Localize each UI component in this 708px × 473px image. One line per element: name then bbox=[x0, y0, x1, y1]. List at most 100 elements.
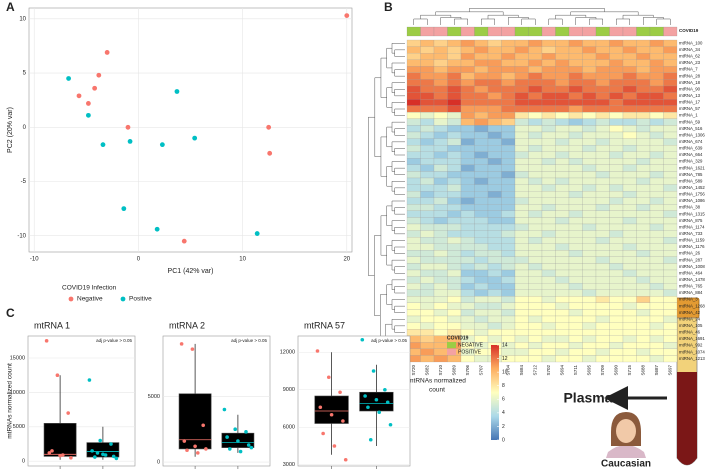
heatmap-cell bbox=[528, 164, 543, 172]
heatmap-cell bbox=[406, 322, 421, 330]
point bbox=[204, 447, 208, 451]
heatmap-cell bbox=[622, 118, 637, 126]
heatmap-cell bbox=[406, 85, 421, 93]
heatmap-cell bbox=[636, 177, 651, 185]
point bbox=[225, 435, 229, 439]
heatmap-cell bbox=[595, 85, 610, 93]
heatmap-cell bbox=[514, 164, 529, 172]
heatmap-cell bbox=[541, 309, 556, 317]
annotation-cell bbox=[541, 26, 556, 37]
point bbox=[66, 411, 70, 415]
heatmap-cell bbox=[487, 197, 502, 205]
heatmap-cell bbox=[649, 66, 664, 73]
heatmap-cell bbox=[541, 269, 556, 277]
heatmap-cell bbox=[460, 230, 475, 238]
heatmap-cell bbox=[460, 99, 475, 106]
point bbox=[185, 448, 189, 453]
heatmap-cell bbox=[514, 118, 529, 126]
heatmap-cell bbox=[636, 309, 651, 317]
heatmap-cell bbox=[636, 315, 651, 323]
annotation-cell bbox=[649, 26, 664, 37]
heatmap-cell bbox=[474, 46, 489, 54]
heatmap-cell bbox=[649, 230, 664, 238]
heatmap-cell bbox=[555, 53, 570, 60]
row-label: mtRNA_1756 bbox=[679, 192, 705, 197]
heatmap-cell bbox=[406, 59, 421, 67]
heatmap-cell bbox=[514, 92, 529, 100]
heatmap-cell bbox=[636, 335, 651, 343]
heatmap-cell bbox=[528, 322, 543, 330]
heatmap-cell bbox=[487, 39, 502, 47]
heatmap-cell bbox=[447, 53, 462, 60]
heatmap-cell bbox=[420, 171, 435, 179]
heatmap-cell bbox=[474, 184, 489, 192]
heatmap-cell bbox=[541, 53, 556, 60]
heatmap-cell bbox=[460, 158, 475, 165]
column-label: S702 bbox=[546, 365, 551, 376]
row-label: mtRNA_785 bbox=[679, 172, 703, 177]
heatmap-cell bbox=[595, 158, 610, 165]
heatmap-cell bbox=[622, 283, 637, 290]
heatmap-cell bbox=[487, 302, 502, 310]
heatmap-cell bbox=[541, 322, 556, 330]
heatmap-cell bbox=[433, 309, 448, 317]
column-label: S682 bbox=[424, 365, 429, 376]
heatmap-cell bbox=[636, 39, 651, 47]
heatmap-cell bbox=[433, 335, 448, 343]
sample-label: Plasma bbox=[563, 390, 612, 406]
heatmap-cell bbox=[487, 276, 502, 284]
y-axis-label: PC2 (20% var) bbox=[7, 107, 14, 153]
heatmap-cell bbox=[582, 237, 597, 244]
column-dendrogram bbox=[413, 8, 671, 25]
heatmap-cell bbox=[582, 269, 597, 277]
heatmap-cell bbox=[487, 329, 502, 336]
heatmap-cell bbox=[406, 210, 421, 218]
heatmap-cell bbox=[447, 256, 462, 264]
heatmap-cell bbox=[595, 53, 610, 60]
heatmap-cell bbox=[460, 355, 475, 363]
heatmap-cell bbox=[582, 72, 597, 80]
heatmap-cell bbox=[636, 184, 651, 192]
heatmap-cell bbox=[514, 125, 529, 133]
heatmap-cell bbox=[420, 243, 435, 251]
heatmap-cell bbox=[568, 191, 583, 198]
heatmap-cell bbox=[649, 53, 664, 60]
point bbox=[47, 451, 52, 455]
heatmap-cell bbox=[555, 296, 570, 303]
heatmap-cell bbox=[460, 250, 475, 257]
heatmap-cell bbox=[636, 125, 651, 133]
heatmap-cell bbox=[433, 322, 448, 330]
heatmap-cell bbox=[568, 39, 583, 47]
heatmap-cell bbox=[649, 184, 664, 192]
colorbar-tick-label: 14 bbox=[502, 342, 508, 348]
heatmap-cell bbox=[406, 171, 421, 179]
point bbox=[360, 337, 365, 342]
heatmap-cell bbox=[501, 59, 516, 67]
heatmap-cell bbox=[460, 289, 475, 297]
heatmap-cell bbox=[609, 217, 624, 225]
colorbar-tick-label: 6 bbox=[502, 397, 505, 403]
heatmap-cell bbox=[420, 46, 435, 54]
point bbox=[374, 397, 379, 402]
heatmap-cell bbox=[474, 85, 489, 93]
heatmap-cell bbox=[582, 118, 597, 126]
row-label: mtRNA_3 bbox=[679, 297, 698, 302]
point bbox=[228, 447, 232, 451]
heatmap-cell bbox=[609, 72, 624, 80]
heatmap-cell bbox=[406, 256, 421, 264]
heatmap-cell bbox=[663, 131, 678, 139]
point bbox=[154, 226, 160, 232]
heatmap-cell bbox=[541, 283, 556, 290]
heatmap-cell bbox=[555, 223, 570, 231]
heatmap-cell bbox=[420, 177, 435, 185]
heatmap-cell bbox=[528, 59, 543, 67]
heatmap-cell bbox=[622, 256, 637, 264]
heatmap-cell bbox=[406, 151, 421, 159]
heatmap-cell bbox=[663, 289, 678, 297]
heatmap-cell bbox=[636, 250, 651, 257]
heatmap-cell bbox=[636, 72, 651, 80]
heatmap-cell bbox=[555, 59, 570, 67]
heatmap-cell bbox=[460, 243, 475, 251]
heatmap-cell bbox=[487, 223, 502, 231]
column-label: S689 bbox=[451, 365, 456, 376]
